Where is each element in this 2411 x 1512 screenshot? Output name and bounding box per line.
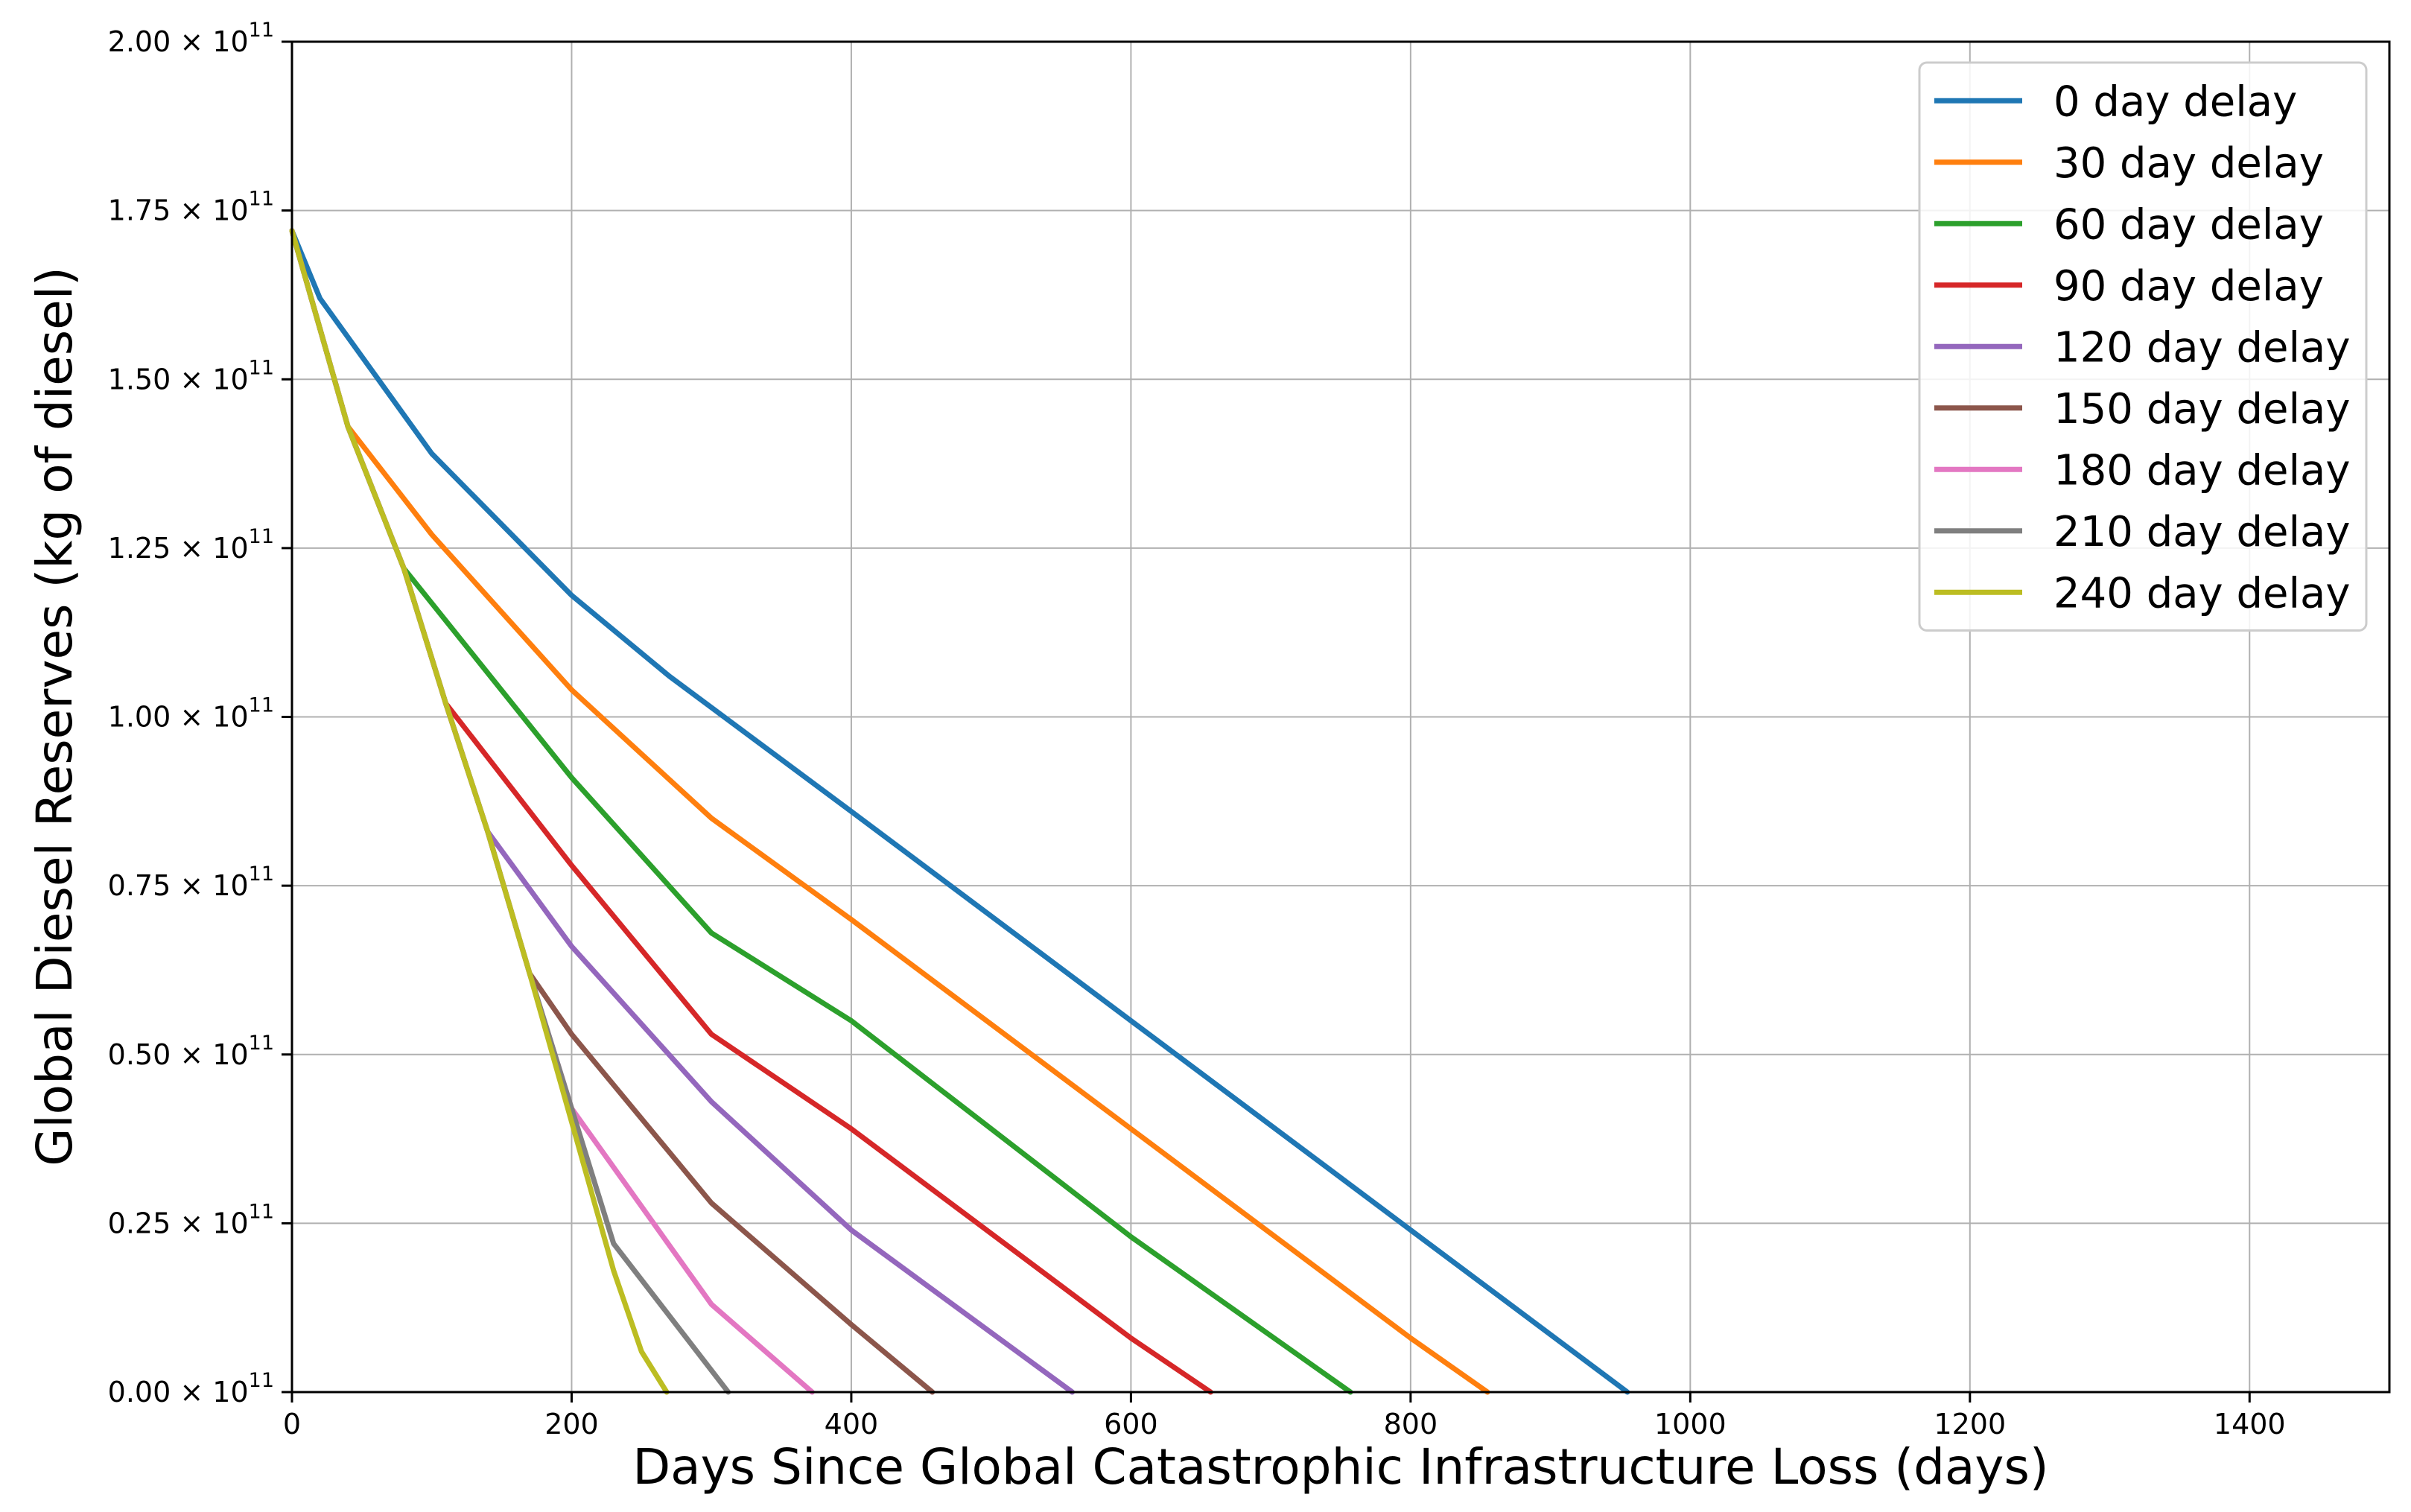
legend-label-0: 0 day delay — [2053, 77, 2297, 126]
y-tick-mantissa: 1.75 — [108, 194, 171, 227]
y-tick-base: × 10 — [171, 25, 248, 58]
y-axis-label: Global Diesel Reserves (kg of diesel) — [26, 267, 83, 1166]
series-line-8 — [289, 228, 670, 1395]
y-tick-exponent: 11 — [249, 19, 274, 42]
y-tick-exponent: 11 — [249, 1200, 274, 1223]
x-tick-label: 1400 — [2214, 1408, 2286, 1440]
legend-label-3: 90 day delay — [2053, 262, 2324, 311]
y-tick-exponent: 11 — [249, 1032, 274, 1055]
y-tick-label: 0.00 × 1011 — [108, 1369, 274, 1408]
y-tick-mantissa: 0.25 — [108, 1207, 171, 1239]
y-tick-exponent: 11 — [249, 356, 274, 379]
legend-label-8: 240 day delay — [2053, 569, 2351, 617]
y-tick-label: 1.25 × 1011 — [108, 525, 274, 565]
legend-label-1: 30 day delay — [2053, 139, 2324, 188]
x-tick-label: 800 — [1384, 1408, 1438, 1440]
y-tick-base: × 10 — [171, 1376, 248, 1408]
y-tick-exponent: 11 — [249, 863, 274, 886]
legend: 0 day delay 30 day delay 60 day delay 90 da… — [1918, 61, 2368, 632]
y-tick-base: × 10 — [171, 194, 248, 227]
y-tick-base: × 10 — [171, 869, 248, 902]
y-tick-mantissa: 0.50 — [108, 1038, 171, 1071]
y-tick-label: 0.25 × 1011 — [108, 1200, 274, 1239]
y-tick-mantissa: 1.00 — [108, 701, 171, 734]
y-tick-base: × 10 — [171, 701, 248, 734]
y-tick-label: 2.00 × 1011 — [108, 19, 274, 58]
y-tick-exponent: 11 — [249, 188, 274, 211]
y-tick-mantissa: 1.50 — [108, 363, 171, 396]
x-tick-label: 200 — [544, 1408, 599, 1440]
y-tick-mantissa: 1.25 — [108, 532, 171, 565]
y-tick-label: 0.75 × 1011 — [108, 863, 274, 902]
series-lines — [289, 228, 1630, 1395]
y-tick-base: × 10 — [171, 1038, 248, 1071]
series-line-1 — [289, 228, 1490, 1395]
y-tick-exponent: 11 — [249, 694, 274, 717]
y-tick-label: 1.75 × 1011 — [108, 188, 274, 227]
x-tick-label: 0 — [283, 1408, 301, 1440]
y-tick-mantissa: 0.75 — [108, 869, 171, 902]
legend-box — [1918, 61, 2368, 632]
legend-label-4: 120 day delay — [2053, 323, 2351, 372]
x-tick-label: 1000 — [1654, 1408, 1727, 1440]
legend-label-5: 150 day delay — [2053, 385, 2351, 433]
legend-label-2: 60 day delay — [2053, 200, 2324, 249]
y-tick-label: 1.50 × 1011 — [108, 356, 274, 396]
y-tick-mantissa: 0.00 — [108, 1376, 171, 1408]
y-tick-exponent: 11 — [249, 1369, 274, 1392]
x-tick-label: 1200 — [1934, 1408, 2006, 1440]
legend-label-7: 210 day delay — [2053, 508, 2351, 556]
series-line-0 — [289, 228, 1630, 1395]
y-tick-base: × 10 — [171, 363, 248, 396]
y-tick-label: 1.00 × 1011 — [108, 694, 274, 734]
x-axis-ticks: 0 200 400 600 800 1000 1200 1400 — [283, 1392, 2286, 1440]
legend-label-6: 180 day delay — [2053, 446, 2351, 495]
x-axis-label: Days Since Global Catastrophic Infrastru… — [632, 1438, 2048, 1496]
y-tick-label: 0.50 × 1011 — [108, 1032, 274, 1071]
y-tick-exponent: 11 — [249, 525, 274, 548]
y-tick-mantissa: 2.00 — [108, 25, 171, 58]
x-tick-label: 400 — [825, 1408, 879, 1440]
y-tick-base: × 10 — [171, 1207, 248, 1239]
y-tick-base: × 10 — [171, 532, 248, 565]
x-tick-label: 600 — [1104, 1408, 1158, 1440]
